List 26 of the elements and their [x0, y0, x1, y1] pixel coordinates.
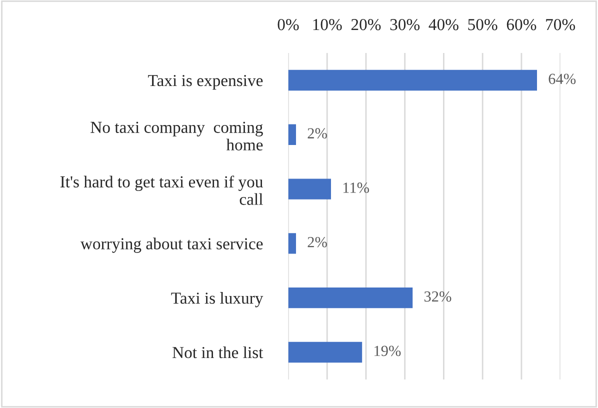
y-tick-label: Not in the list [172, 346, 264, 358]
x-tick-label: 50% [468, 18, 498, 30]
y-tick-label: Taxi is expensive [148, 74, 263, 90]
y-tick-label: No taxi company coming home [90, 122, 263, 150]
bar [288, 124, 296, 145]
y-tick-label: It's hard to get taxi even if you call [60, 176, 263, 205]
x-tick-label: 0% [278, 18, 299, 30]
data-label: 32% [424, 291, 452, 302]
x-tick-label: 40% [428, 18, 458, 30]
x-tick-label: 60% [506, 18, 536, 30]
data-label: 2% [308, 128, 327, 139]
data-label: 64% [548, 74, 576, 84]
x-tick-label: 20% [351, 18, 381, 30]
bar [288, 288, 413, 308]
data-label: 11% [343, 182, 370, 193]
bar [288, 70, 538, 91]
x-tick-label: 70% [546, 18, 576, 30]
bar [288, 233, 296, 254]
y-tick-label: worrying about taxi service [80, 238, 263, 253]
bar [288, 342, 362, 363]
x-tick-label: 30% [390, 18, 420, 30]
data-label: 19% [374, 346, 401, 356]
bar [288, 178, 331, 200]
y-tick-label: Taxi is luxury [171, 292, 264, 308]
data-label: 2% [308, 236, 327, 248]
x-tick-label: 10% [313, 18, 342, 30]
